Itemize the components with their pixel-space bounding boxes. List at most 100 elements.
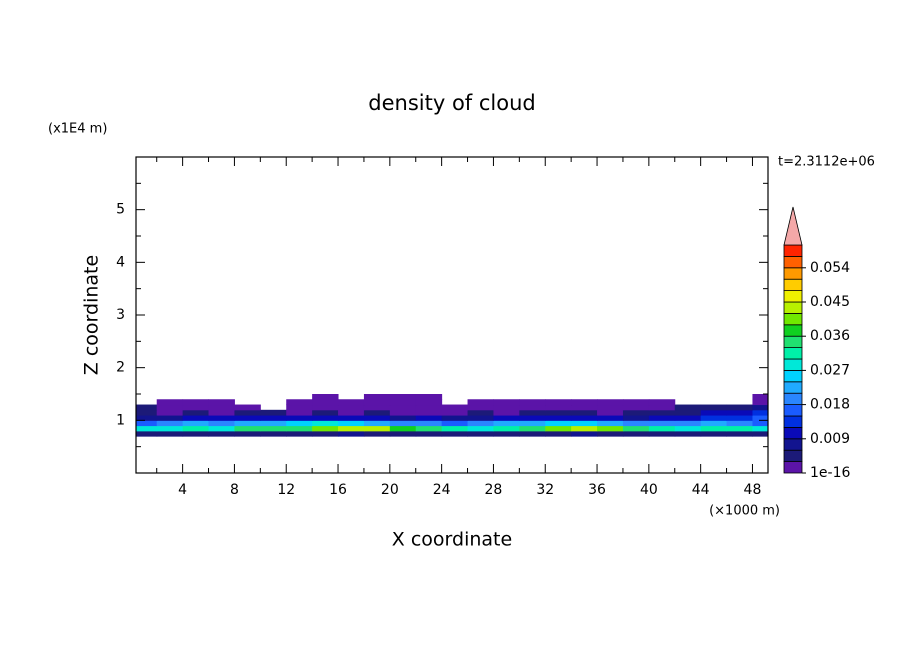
colorbar-band [783,461,803,474]
contour-cell [286,404,313,411]
contour-cell [648,415,676,421]
contour-cell [597,409,624,416]
contour-cell [208,409,235,416]
contour-cell [260,420,287,427]
contour-cell [389,415,417,421]
contour-cell [441,425,469,432]
contour-cell [467,420,494,427]
contour-cell [752,415,768,421]
colorbar-tick-label: 0.027 [810,362,850,378]
contour-cell [545,425,572,432]
contour-cell [338,425,365,432]
contour-cell [136,430,158,437]
contour-cell [467,409,494,416]
contour-cell [752,394,768,400]
contour-cell [441,430,469,437]
colorbar-band [783,324,803,337]
time-label: t=2.3112e+06 [778,155,875,170]
colorbar-tick-label: 0.045 [810,294,850,310]
colorbar-tick-label: 0.036 [810,328,850,344]
contour-cell [467,399,494,406]
contour-cell [338,430,365,437]
contour-cell [312,415,339,421]
x-axis-label: X coordinate [392,529,512,551]
contour-cell [726,430,753,437]
contour-cell [363,420,391,427]
contour-cell [136,409,158,416]
colorbar-over-triangle [783,206,803,246]
contour-cell [208,415,235,421]
contour-cell [597,425,624,432]
contour-cell [700,409,728,416]
contour-cell [674,404,702,411]
contour-cell [234,425,261,432]
x-unit: (×1000 m) [709,504,780,519]
contour-cell [493,425,520,432]
contour-cell [597,415,624,421]
x-tick-label: 32 [536,482,554,498]
contour-cell [648,425,676,432]
chart-title: density of cloud [368,91,535,115]
colorbar-band [783,301,803,314]
contour-cell [545,404,572,411]
contour-cell [234,430,261,437]
contour-cell [208,404,235,411]
contour-cell [519,409,546,416]
contour-cell [622,425,650,432]
contour-cell [493,420,520,427]
contour-cell [389,430,417,437]
contour-cell [389,394,417,400]
contour-cell [234,404,261,411]
contour-cell [363,409,391,416]
contour-cell [493,399,520,406]
contour-cell [415,399,443,406]
contour-cell [363,394,391,400]
contour-cell [415,425,443,432]
contour-cell [752,409,768,416]
contour-cell [519,420,546,427]
contour-cell [700,415,728,421]
contour-cell [519,430,546,437]
contour-cell [545,415,572,421]
contour-cell [752,430,768,437]
contour-cell [726,409,753,416]
colorbar-band [783,290,803,303]
contour-cell [415,415,443,421]
contour-cell [363,415,391,421]
contour-cell [234,420,261,427]
contour-cell [136,420,158,427]
contour-cell [389,399,417,406]
contour-field [136,394,768,437]
contour-cell [674,409,702,416]
contour-cell [234,415,261,421]
colorbar-band [783,438,803,451]
contour-cell [467,404,494,411]
contour-cell [441,409,469,416]
contour-cell [415,430,443,437]
contour-cell [726,415,753,421]
contour-cell [208,425,235,432]
contour-cell [700,425,728,432]
contour-cell [700,430,728,437]
x-tick-label: 20 [381,482,399,498]
colorbar-tick-label: 0.018 [810,397,850,413]
contour-cell [389,409,417,416]
contour-cell [389,425,417,432]
contour-cell [493,404,520,411]
contour-cell [338,420,365,427]
x-tick-label: 36 [588,482,606,498]
contour-cell [312,399,339,406]
contour-cell [648,399,676,406]
y-tick-label: 1 [116,412,125,428]
contour-cell [571,415,598,421]
contour-cell [726,404,753,411]
contour-cell [286,409,313,416]
colorbar-band [783,347,803,360]
contour-cell [156,425,184,432]
contour-cell [597,399,624,406]
contour-cell [674,425,702,432]
contour-cell [389,404,417,411]
